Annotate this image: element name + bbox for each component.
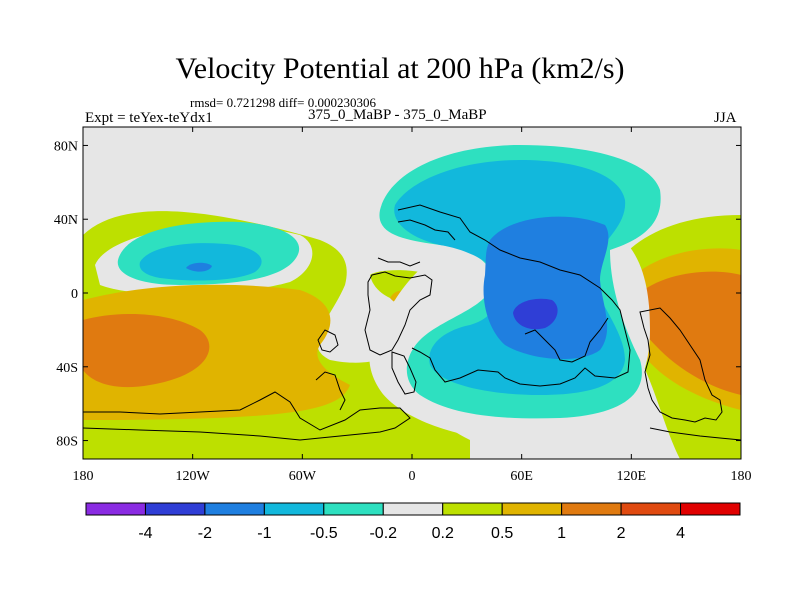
colorbar-swatch [263,502,325,516]
colorbar-label: 0.5 [491,525,513,542]
coastlines [83,204,741,441]
colorbar-label: -2 [198,525,212,542]
fill-region-neg-2-4 [513,298,558,330]
colorbar-label: -1 [257,525,271,542]
colorbar-label: -0.5 [310,525,338,542]
coastline-india-seasia [524,317,609,363]
y-tick-label: 0 [71,287,78,302]
chart-title: Velocity Potential at 200 hPa (km2/s) [175,52,625,85]
x-tick-label: 60E [510,469,533,484]
coastline-south-america [315,371,346,411]
map-axes: 180 120W 60W 0 60E 120E 180 80N 40N 0 40S 80S [54,127,752,484]
coastline-arctic [397,219,456,241]
coastline-south-africa [391,351,417,395]
colorbar-swatch [620,502,682,516]
colorbar-swatch [382,502,444,516]
coastline-australia [639,307,723,423]
season-label: JJA [714,110,737,126]
y-tick-label: 40S [56,361,78,376]
experiment-label: Expt = teYex-teYdx1 [85,110,213,126]
colorbar-swatch [204,502,265,516]
x-tick-label: 180 [731,469,752,484]
colorbar-swatch [561,502,622,516]
fill-region-neg-1-2 [186,262,212,272]
coastline-central-america [317,329,339,353]
y-tick-label: 80N [54,139,78,154]
rmsd-diff-stats: rmsd= 0.721298 diff= 0.000230306 [190,95,376,110]
colorbar-label: 0.2 [432,525,454,542]
x-tick-label: 120E [617,469,647,484]
y-tick-label: 80S [56,435,78,450]
x-tick-label: 0 [409,469,416,484]
coastline-mediterranean [377,257,421,267]
fill-region-1-2 [83,314,210,388]
x-tick-label: 120W [176,469,211,484]
colorbar-label: 2 [617,525,626,542]
colorbar-swatch [680,502,741,516]
x-tick-label: 60W [289,469,317,484]
fill-region-1-2 [631,271,741,395]
colorbar-label: -0.2 [369,525,397,542]
coastline-antarctica-west [83,391,411,441]
contour-fill-layer [83,127,741,459]
colorbar-label: 1 [557,525,566,542]
colorbar-swatch [442,502,503,516]
fill-region-neg-0.5-1 [139,243,262,281]
colorbar-swatch [323,502,384,516]
coastline-north-africa-europe [364,271,433,356]
case-label: 375_0_MaBP - 375_0_MaBP [308,107,487,123]
colorbar-label: -4 [138,525,152,542]
colorbar-label: 4 [676,525,685,542]
x-tick-label: 180 [73,469,94,484]
fill-region-neg-1-2 [483,216,609,360]
colorbar-swatch [85,502,146,516]
colorbar: -4 -2 -1 -0.5 -0.2 0.2 0.5 1 2 4 [85,502,741,542]
coastline-antarctica-east [649,427,741,441]
colorbar-swatch [144,502,206,516]
y-tick-label: 40N [54,213,78,228]
coastline-eurasia [397,204,631,387]
colorbar-swatch [501,502,563,516]
